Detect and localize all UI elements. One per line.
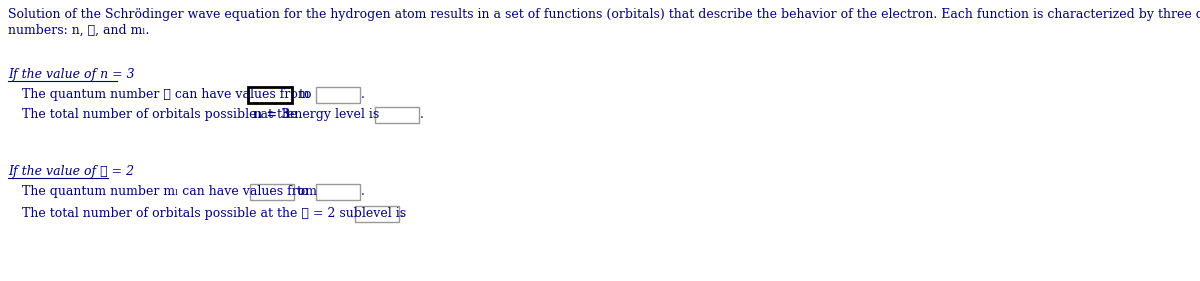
Bar [316,184,360,200]
Bar [248,87,292,103]
Text: If the value of ℓ = 2: If the value of ℓ = 2 [8,165,134,178]
Text: energy level is: energy level is [283,108,383,121]
Text: The total number of orbitals possible at the ℓ = 2 sublevel is: The total number of orbitals possible at… [22,207,406,220]
Text: The total number of orbitals possible at the: The total number of orbitals possible at… [22,108,301,121]
Text: to: to [295,88,316,101]
Bar [355,206,398,222]
Bar [374,107,419,123]
Text: The quantum number ℓ can have values from: The quantum number ℓ can have values fro… [22,88,310,101]
Text: .: . [420,108,424,121]
Text: The quantum number mₗ can have values from: The quantum number mₗ can have values fr… [22,185,317,198]
Text: numbers: n, ℓ, and mₗ.: numbers: n, ℓ, and mₗ. [8,24,149,37]
Text: .: . [361,185,365,198]
Bar [250,184,294,200]
Text: .: . [400,207,404,220]
Text: to: to [298,185,310,198]
Text: n = 3: n = 3 [253,108,290,121]
Text: If the value of n = 3: If the value of n = 3 [8,68,134,81]
Text: .: . [361,88,365,101]
Bar [316,87,360,103]
Text: Solution of the Schrödinger wave equation for the hydrogen atom results in a set: Solution of the Schrödinger wave equatio… [8,8,1200,21]
